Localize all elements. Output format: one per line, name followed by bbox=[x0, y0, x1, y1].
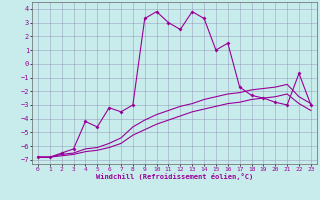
X-axis label: Windchill (Refroidissement éolien,°C): Windchill (Refroidissement éolien,°C) bbox=[96, 173, 253, 180]
